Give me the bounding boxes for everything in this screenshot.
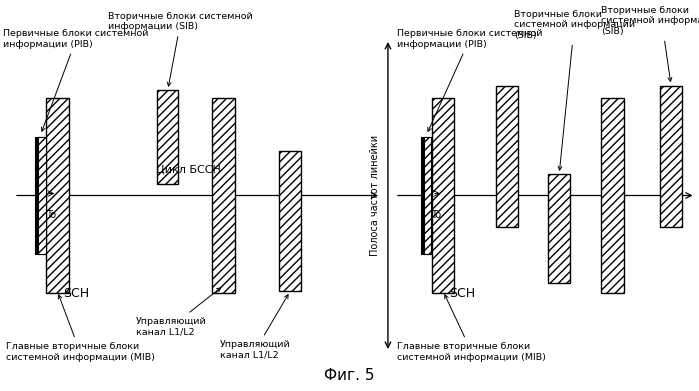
Bar xyxy=(279,151,301,291)
Text: Вторичные блоки
системной информации
(SIB): Вторичные блоки системной информации (SI… xyxy=(601,6,699,81)
Bar xyxy=(46,98,69,293)
Text: Цикл БССН: Цикл БССН xyxy=(157,164,221,174)
Text: Фиг. 5: Фиг. 5 xyxy=(324,368,375,383)
Text: SCH: SCH xyxy=(63,287,89,300)
Text: Главные вторичные блоки
системной информации (MIB): Главные вторичные блоки системной информ… xyxy=(6,295,154,362)
Bar xyxy=(601,98,624,293)
Bar xyxy=(421,137,432,254)
Bar xyxy=(432,98,454,293)
Bar xyxy=(660,86,682,227)
Bar xyxy=(157,90,178,184)
Text: SCH: SCH xyxy=(449,287,475,300)
Text: Первичные блоки системной
информации (PIB): Первичные блоки системной информации (PI… xyxy=(3,29,149,131)
Text: Вторичные блоки системной
информации (SIB): Вторичные блоки системной информации (SI… xyxy=(108,12,253,86)
Text: Первичные блоки системной
информации (PIB): Первичные блоки системной информации (PI… xyxy=(397,29,542,131)
Bar xyxy=(212,98,235,293)
Bar xyxy=(424,137,431,254)
Text: Управляющий
канал L1/L2: Управляющий канал L1/L2 xyxy=(136,288,221,336)
Text: Главные вторичные блоки
системной информации (MIB): Главные вторичные блоки системной информ… xyxy=(397,295,546,362)
Bar xyxy=(496,86,518,227)
Text: Полоса частот линейки: Полоса частот линейки xyxy=(370,135,380,256)
Text: To: To xyxy=(431,210,441,220)
Text: To: To xyxy=(46,210,56,220)
Bar xyxy=(548,174,570,283)
Bar xyxy=(35,137,46,254)
Bar xyxy=(38,137,45,254)
Text: Вторичные блоки
системной информации
(SIB): Вторичные блоки системной информации (SI… xyxy=(514,10,635,170)
Text: Управляющий
канал L1/L2: Управляющий канал L1/L2 xyxy=(220,295,291,360)
